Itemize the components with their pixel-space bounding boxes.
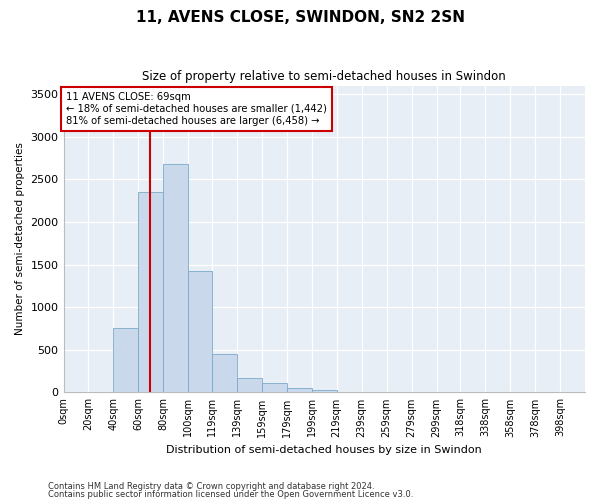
Text: 11 AVENS CLOSE: 69sqm
← 18% of semi-detached houses are smaller (1,442)
81% of s: 11 AVENS CLOSE: 69sqm ← 18% of semi-deta… — [66, 92, 327, 126]
Text: Contains public sector information licensed under the Open Government Licence v3: Contains public sector information licen… — [48, 490, 413, 499]
Y-axis label: Number of semi-detached properties: Number of semi-detached properties — [15, 142, 25, 336]
Title: Size of property relative to semi-detached houses in Swindon: Size of property relative to semi-detach… — [142, 70, 506, 83]
Bar — [188, 272, 212, 392]
Bar — [237, 378, 262, 392]
Bar — [287, 388, 312, 392]
Bar — [163, 164, 188, 392]
Bar — [262, 382, 287, 392]
Bar — [312, 390, 337, 392]
Text: 11, AVENS CLOSE, SWINDON, SN2 2SN: 11, AVENS CLOSE, SWINDON, SN2 2SN — [136, 10, 464, 25]
Bar — [139, 192, 163, 392]
Bar — [212, 354, 237, 393]
X-axis label: Distribution of semi-detached houses by size in Swindon: Distribution of semi-detached houses by … — [166, 445, 482, 455]
Bar — [113, 328, 139, 392]
Text: Contains HM Land Registry data © Crown copyright and database right 2024.: Contains HM Land Registry data © Crown c… — [48, 482, 374, 491]
